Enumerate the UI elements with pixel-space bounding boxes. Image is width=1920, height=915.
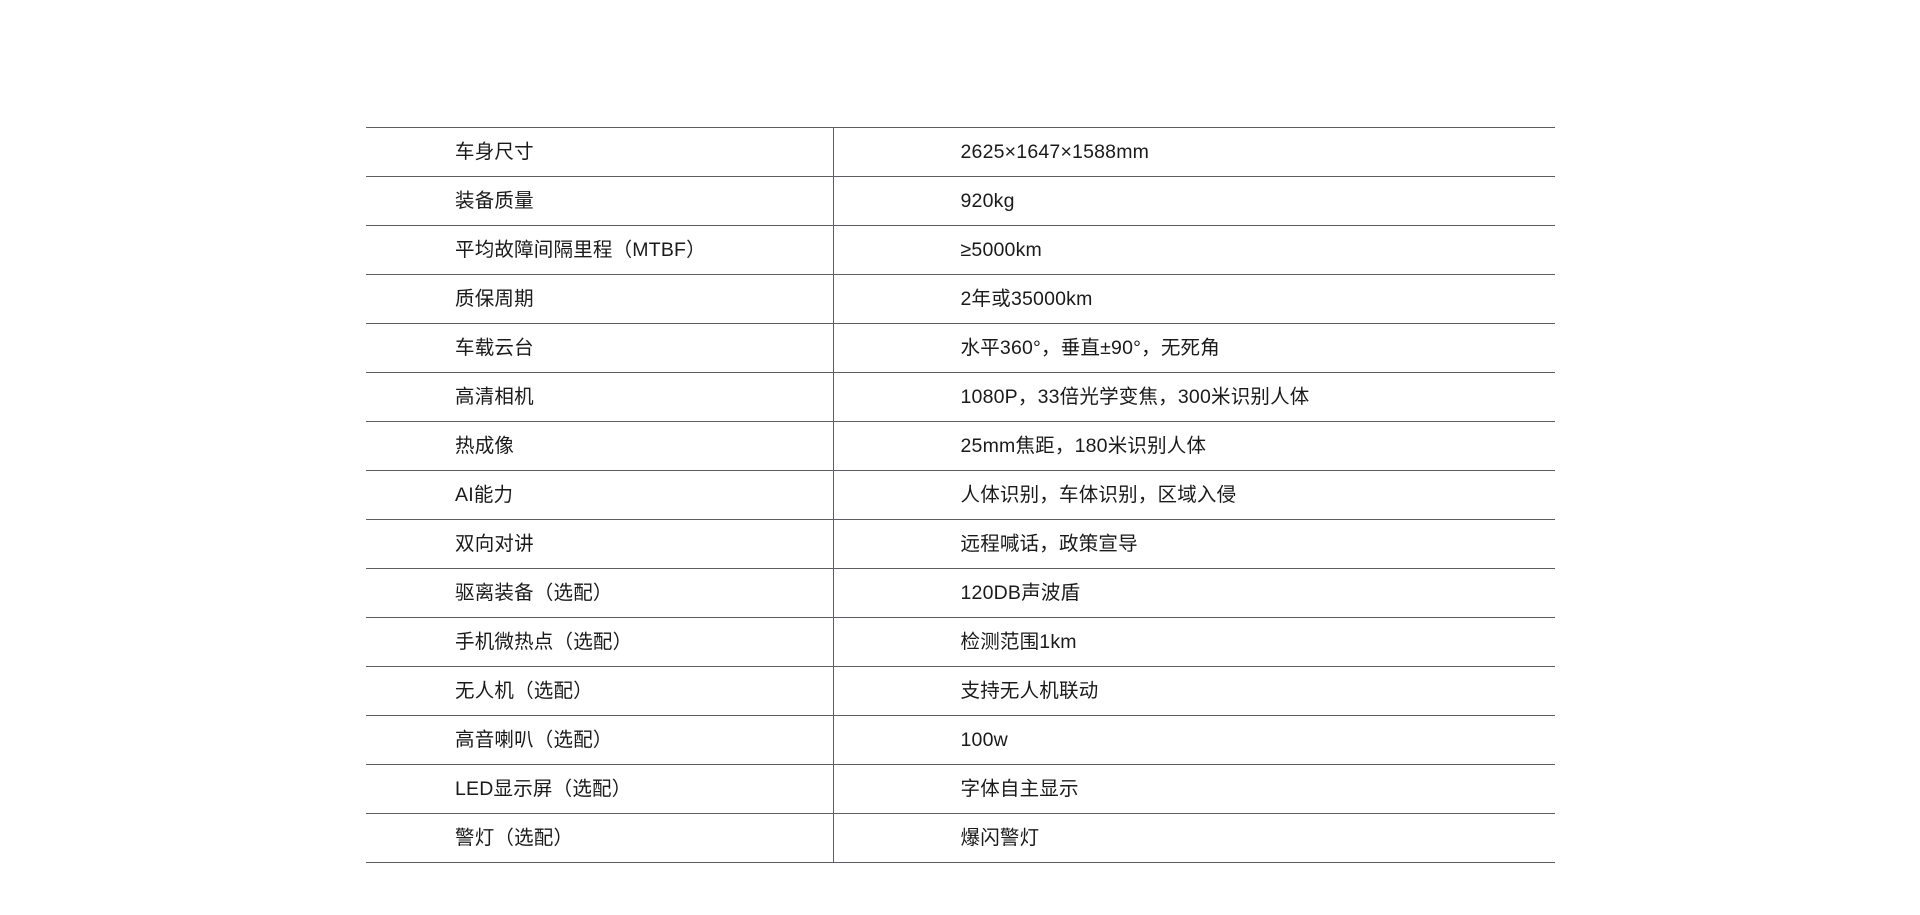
table-row: 装备质量 920kg bbox=[366, 176, 1555, 226]
spec-label-cell: AI能力 bbox=[366, 470, 834, 520]
table-row: 质保周期 2年或35000km bbox=[366, 274, 1555, 324]
spec-value-cell: 检测范围1km bbox=[833, 617, 1555, 667]
spec-label-cell: 质保周期 bbox=[366, 274, 834, 324]
table-row: 车载云台 水平360°，垂直±90°，无死角 bbox=[366, 323, 1555, 373]
spec-label-cell: 驱离装备（选配） bbox=[366, 568, 834, 618]
table-row: 无人机（选配） 支持无人机联动 bbox=[366, 666, 1555, 716]
table-row: 高音喇叭（选配） 100w bbox=[366, 715, 1555, 765]
spec-value-cell: 水平360°，垂直±90°，无死角 bbox=[833, 323, 1555, 373]
spec-table-body: 车身尺寸 2625×1647×1588mm 装备质量 920kg 平均故障间隔里程（MT… bbox=[366, 127, 1555, 863]
table-row: 双向对讲 远程喊话，政策宣导 bbox=[366, 519, 1555, 569]
spec-label-cell: 高清相机 bbox=[366, 372, 834, 422]
spec-value-cell: 2年或35000km bbox=[833, 274, 1555, 324]
spec-label-cell: 无人机（选配） bbox=[366, 666, 834, 716]
spec-label-cell: 平均故障间隔里程（MTBF） bbox=[366, 225, 834, 275]
table-row: AI能力 人体识别，车体识别，区域入侵 bbox=[366, 470, 1555, 520]
spec-value-cell: 爆闪警灯 bbox=[833, 813, 1555, 863]
spec-table-container: 车身尺寸 2625×1647×1588mm 装备质量 920kg 平均故障间隔里程（MT… bbox=[366, 127, 1555, 863]
spec-value-cell: 人体识别，车体识别，区域入侵 bbox=[833, 470, 1555, 520]
spec-label-cell: 高音喇叭（选配） bbox=[366, 715, 834, 765]
spec-value-cell: 远程喊话，政策宣导 bbox=[833, 519, 1555, 569]
spec-value-cell: 100w bbox=[833, 715, 1555, 765]
spec-label-cell: 车身尺寸 bbox=[366, 127, 834, 177]
spec-value-cell: 25mm焦距，180米识别人体 bbox=[833, 421, 1555, 471]
table-row: 驱离装备（选配） 120DB声波盾 bbox=[366, 568, 1555, 618]
spec-value-cell: 920kg bbox=[833, 176, 1555, 226]
spec-label-cell: 装备质量 bbox=[366, 176, 834, 226]
table-row: 平均故障间隔里程（MTBF） ≥5000km bbox=[366, 225, 1555, 275]
table-row: 手机微热点（选配） 检测范围1km bbox=[366, 617, 1555, 667]
spec-value-cell: 2625×1647×1588mm bbox=[833, 127, 1555, 177]
table-row: 高清相机 1080P，33倍光学变焦，300米识别人体 bbox=[366, 372, 1555, 422]
spec-value-cell: 120DB声波盾 bbox=[833, 568, 1555, 618]
spec-label-cell: 车载云台 bbox=[366, 323, 834, 373]
table-row: LED显示屏（选配） 字体自主显示 bbox=[366, 764, 1555, 814]
table-row: 警灯（选配） 爆闪警灯 bbox=[366, 813, 1555, 863]
spec-label-cell: LED显示屏（选配） bbox=[366, 764, 834, 814]
spec-label-cell: 手机微热点（选配） bbox=[366, 617, 834, 667]
spec-value-cell: 支持无人机联动 bbox=[833, 666, 1555, 716]
spec-value-cell: ≥5000km bbox=[833, 225, 1555, 275]
spec-value-cell: 1080P，33倍光学变焦，300米识别人体 bbox=[833, 372, 1555, 422]
spec-label-cell: 热成像 bbox=[366, 421, 834, 471]
table-row: 热成像 25mm焦距，180米识别人体 bbox=[366, 421, 1555, 471]
specification-table: 车身尺寸 2625×1647×1588mm 装备质量 920kg 平均故障间隔里程（MT… bbox=[366, 127, 1555, 863]
spec-label-cell: 警灯（选配） bbox=[366, 813, 834, 863]
spec-label-cell: 双向对讲 bbox=[366, 519, 834, 569]
table-row: 车身尺寸 2625×1647×1588mm bbox=[366, 127, 1555, 177]
spec-value-cell: 字体自主显示 bbox=[833, 764, 1555, 814]
